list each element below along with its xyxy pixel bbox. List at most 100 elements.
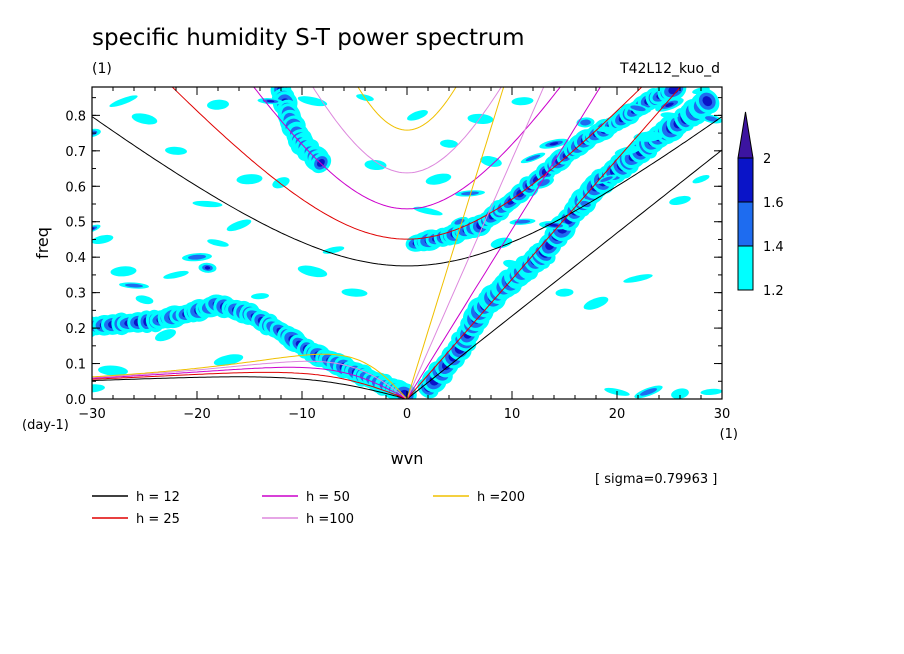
power-blob-level-1.2 bbox=[660, 112, 679, 119]
power-blob-level-1.2 bbox=[155, 329, 176, 342]
power-blob bbox=[425, 173, 452, 185]
x-axis-label: wvn bbox=[391, 449, 424, 468]
power-blob-level-1.2 bbox=[165, 146, 187, 155]
power-blob bbox=[92, 224, 101, 233]
power-blob bbox=[213, 354, 244, 366]
power-blob-level-1.2 bbox=[669, 195, 691, 205]
power-blob bbox=[490, 237, 513, 249]
power-blob bbox=[596, 174, 617, 184]
kelvin-band-level-1.6 bbox=[702, 96, 713, 107]
power-blob-level-1.2 bbox=[236, 174, 263, 185]
power-blob bbox=[92, 384, 105, 393]
power-blob bbox=[595, 126, 618, 133]
power-blob-level-1.2 bbox=[109, 95, 138, 108]
power-blob-level-1.6 bbox=[665, 102, 674, 107]
power-blob bbox=[92, 234, 114, 244]
power-blob-level-1.2 bbox=[503, 259, 521, 269]
y-tick-label: 0.0 bbox=[65, 393, 86, 408]
power-blob-level-1.2 bbox=[92, 234, 114, 244]
legend-label: h =200 bbox=[477, 490, 525, 505]
power-blob-level-1.4 bbox=[92, 226, 98, 232]
power-blob-level-1.6 bbox=[266, 100, 275, 103]
chart-subtitle-right: T42L12_kuo_d bbox=[619, 61, 720, 77]
power-blob bbox=[119, 282, 149, 289]
power-blob-level-1.2 bbox=[341, 288, 368, 297]
power-blob bbox=[163, 270, 189, 279]
kelvin-curve-h12 bbox=[406, 149, 722, 399]
x-tick-label: 0 bbox=[403, 407, 411, 422]
colorbar-segment-1.4 bbox=[737, 201, 754, 247]
power-blob bbox=[625, 103, 651, 114]
power-blob-level-1.2 bbox=[297, 265, 328, 278]
power-blob-level-1.4 bbox=[125, 283, 143, 288]
gravity-curve-h100 bbox=[312, 87, 502, 174]
y-unit-label: (day-1) bbox=[22, 418, 69, 433]
power-blob bbox=[539, 138, 569, 149]
rossby-curve-h100 bbox=[92, 360, 408, 399]
colorbar-over-triangle bbox=[737, 111, 754, 159]
colorbar-label: 1.6 bbox=[763, 196, 784, 211]
power-blob bbox=[520, 152, 546, 164]
power-blob bbox=[440, 139, 458, 148]
power-blob-level-1.2 bbox=[490, 237, 513, 249]
y-tick-label: 0.6 bbox=[65, 180, 86, 195]
power-contours bbox=[92, 87, 722, 399]
power-blob bbox=[576, 117, 595, 128]
x-tick-label: 30 bbox=[714, 407, 731, 422]
power-blob-level-1.2 bbox=[671, 388, 689, 399]
power-blob bbox=[455, 190, 485, 197]
power-blob-level-1.2 bbox=[700, 388, 722, 395]
power-blob bbox=[98, 365, 128, 376]
power-blob-level-1.4 bbox=[514, 219, 531, 224]
gravity-curve-h50 bbox=[253, 87, 561, 210]
axis-ticks: −30 −20 −10 0 10 20 30 0.0 0.1 0.2 0.3 0.4 0.5 0.6 0.7… bbox=[65, 87, 730, 422]
power-blob bbox=[192, 200, 223, 208]
power-blob-level-1.2 bbox=[425, 173, 452, 185]
kelvin-curve-h25 bbox=[406, 87, 682, 399]
power-blob bbox=[165, 146, 187, 155]
power-blob-level-1.4 bbox=[600, 176, 613, 183]
rossby-curve-h25 bbox=[92, 371, 408, 399]
power-blob bbox=[623, 274, 653, 283]
chart-title: specific humidity S-T power spectrum bbox=[92, 25, 524, 51]
power-blob-level-1.2 bbox=[595, 126, 618, 133]
power-blob bbox=[135, 295, 154, 305]
power-blob-level-1.2 bbox=[135, 295, 154, 305]
colorbar-segment-1.2 bbox=[737, 245, 754, 291]
power-blob-level-1.4 bbox=[525, 154, 541, 162]
power-blob bbox=[110, 266, 137, 277]
kelvin-curve-h100 bbox=[406, 87, 545, 399]
legend-item: h =200 bbox=[433, 490, 525, 505]
power-blob bbox=[413, 206, 443, 216]
power-blob-level-1.6 bbox=[549, 142, 559, 146]
power-blob-level-1.2 bbox=[407, 110, 428, 121]
power-blob-level-1.2 bbox=[131, 113, 158, 125]
gravity-curve-h12 bbox=[92, 116, 722, 267]
power-blob bbox=[576, 198, 595, 210]
legend-label: h = 12 bbox=[136, 490, 180, 505]
power-blob-level-1.6 bbox=[549, 223, 559, 227]
power-blob-level-1.2 bbox=[272, 177, 290, 189]
legend-label: h = 25 bbox=[136, 512, 180, 527]
power-blob-level-1.2 bbox=[92, 384, 105, 393]
power-blob bbox=[155, 329, 176, 342]
power-blob bbox=[364, 159, 387, 171]
power-blob bbox=[207, 239, 229, 247]
power-blob-level-1.2 bbox=[440, 139, 458, 148]
power-blob bbox=[671, 388, 689, 399]
y-tick-label: 0.3 bbox=[65, 287, 86, 302]
power-blob bbox=[700, 114, 722, 124]
y-tick-label: 0.4 bbox=[65, 251, 86, 266]
power-blob-level-1.4 bbox=[461, 191, 479, 196]
power-blob-level-1.2 bbox=[110, 266, 137, 277]
power-blob bbox=[109, 95, 138, 108]
y-tick-label: 0.5 bbox=[65, 216, 86, 231]
power-blob-level-1.2 bbox=[192, 200, 223, 208]
power-blob-level-1.6 bbox=[92, 227, 95, 231]
power-blob-level-1.2 bbox=[614, 146, 641, 156]
x-tick-label: −10 bbox=[288, 407, 315, 422]
rossby-curve-h50 bbox=[92, 366, 408, 399]
power-blob-level-1.2 bbox=[480, 156, 502, 167]
power-blob bbox=[341, 288, 368, 297]
power-blob bbox=[660, 112, 679, 119]
